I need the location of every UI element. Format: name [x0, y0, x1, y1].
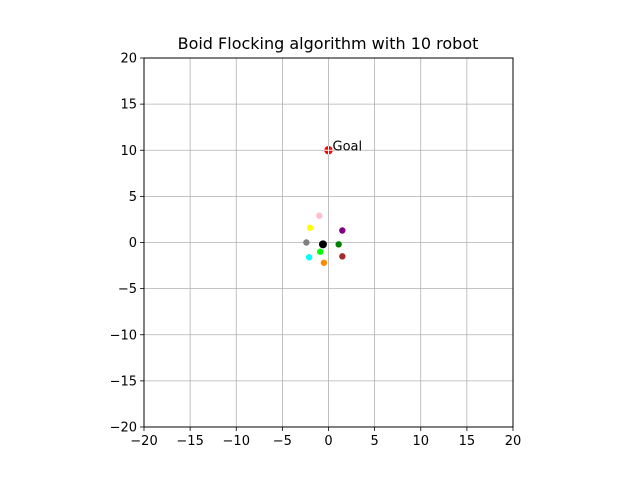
robot-point	[303, 239, 310, 246]
robot-point	[339, 227, 346, 234]
robot-point	[339, 253, 346, 260]
robot-point	[316, 212, 323, 219]
y-tick-label: 0	[129, 236, 137, 251]
x-tick-label: 15	[459, 434, 476, 449]
goal-layer: Goal	[324, 139, 363, 155]
y-tick-label: −15	[110, 374, 137, 389]
x-tick-label: −20	[130, 434, 157, 449]
x-tick-label: −5	[273, 434, 292, 449]
y-tick-label: −20	[110, 421, 137, 436]
data-points	[303, 212, 346, 266]
robot-point	[306, 224, 314, 231]
robot-point	[305, 254, 313, 261]
chart-title: Boid Flocking algorithm with 10 robot	[178, 34, 479, 53]
x-tick-label: 10	[412, 434, 429, 449]
grid-lines	[143, 57, 514, 428]
y-tick-label: 15	[120, 98, 137, 113]
x-tick-label: −15	[176, 434, 203, 449]
robot-point	[316, 248, 324, 255]
goal-label: Goal	[333, 139, 363, 154]
y-tick-label: 10	[120, 144, 137, 159]
x-tick-label: 20	[505, 434, 522, 449]
y-tick-label: −5	[118, 282, 137, 297]
y-tick-label: 20	[120, 52, 137, 67]
robot-point	[318, 240, 327, 249]
x-tick-label: −10	[223, 434, 250, 449]
x-tick-label: 0	[324, 434, 332, 449]
x-tick-label: 5	[370, 434, 378, 449]
y-tick-label: −10	[110, 328, 137, 343]
axis-ticks: −20 −15 −10 −5 0 5 10 15 20 −20 −15 −10 −5 0 5 10 15 20	[110, 52, 522, 450]
robot-point	[320, 259, 328, 266]
y-tick-label: 5	[129, 190, 137, 205]
robot-point	[335, 241, 342, 248]
